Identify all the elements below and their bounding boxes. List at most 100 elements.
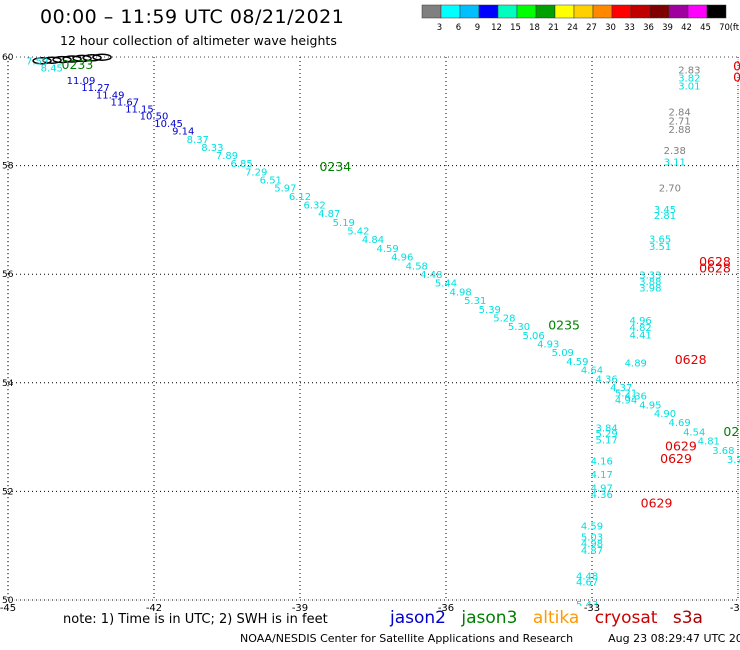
legend-swatch	[611, 4, 632, 19]
time-label: 0628	[675, 352, 707, 367]
y-tick-label: 56	[2, 270, 14, 280]
swh-value-label: 3.68	[712, 446, 734, 457]
plot-frame	[7, 56, 739, 601]
legend-swatch	[535, 4, 556, 19]
swh-value-label: 4.36	[625, 392, 647, 403]
legend-swatch	[478, 4, 499, 19]
swh-value-label: 6.12	[289, 192, 311, 203]
legend-label: 42	[681, 23, 692, 33]
swh-value-label: 4.17	[591, 470, 613, 481]
time-label: 0629	[660, 451, 692, 466]
swh-value-label: 2.81	[654, 211, 676, 222]
swh-value-label: 4.98	[449, 287, 471, 298]
swh-value-label: 7.89	[216, 151, 238, 162]
swh-value-label: 5.29	[595, 429, 617, 440]
swh-value-label: 3.33	[639, 271, 661, 282]
legend-label: 24	[567, 23, 578, 33]
sat-cryosat: cryosat	[594, 608, 658, 628]
time-label: 0628	[699, 261, 731, 276]
sat-jason3: jason3	[461, 608, 518, 628]
swh-value-label: 3.45	[654, 205, 676, 216]
legend-swatch	[573, 4, 594, 19]
legend-label: 27	[586, 23, 597, 33]
swh-value-label: 11.27	[81, 83, 110, 94]
swh-value-label: 5.43	[576, 600, 598, 611]
swh-value-label: 5.44	[435, 279, 457, 290]
swh-value-label: 4.96	[391, 253, 413, 264]
legend-swatch	[706, 4, 727, 19]
dense-cluster-mark	[32, 57, 52, 65]
swh-value-label: 5.39	[479, 305, 501, 316]
credit-line: NOAA/NESDIS Center for Satellite Applica…	[240, 632, 740, 645]
swh-value-label: 4.59	[376, 244, 398, 255]
legend-swatch	[630, 4, 651, 19]
swh-value-label: 4.98	[581, 539, 603, 550]
legend-label: 9	[475, 23, 480, 33]
swh-value-label: 4.48	[576, 571, 598, 582]
swh-value-label: 3.82	[678, 73, 700, 84]
swh-value-label: 6.85	[230, 159, 252, 170]
swh-value-label: 4.54	[683, 427, 705, 438]
y-tick-label: 50	[2, 596, 14, 606]
swh-value-label: 4.64	[581, 366, 603, 377]
swh-value-label: 5.09	[552, 348, 574, 359]
legend-label: 70	[719, 23, 730, 33]
x-tick-label: -45	[0, 603, 16, 614]
sat-s3a: s3a	[672, 608, 703, 628]
timestamp-text: Aug 23 08:29:47 UTC 2021	[608, 632, 740, 645]
x-tick-label: -39	[292, 603, 308, 614]
legend-label: 15	[510, 23, 521, 33]
legend-label: 33	[624, 23, 635, 33]
swh-value-label: 6.51	[260, 176, 282, 187]
swh-value-label: 4.94	[615, 395, 637, 406]
swh-value-label: 4.81	[698, 437, 720, 448]
swh-value-label: 4.87	[318, 209, 340, 220]
swh-value-label: 5.28	[493, 313, 515, 324]
swh-value-label: 3.11	[664, 158, 686, 169]
swh-value-label: 4.89	[625, 359, 647, 370]
swh-value-label: 4.84	[362, 235, 384, 246]
swh-value-label: 4.41	[630, 330, 652, 341]
legend-label: 45	[700, 23, 711, 33]
legend-swatch	[592, 4, 613, 19]
swh-value-label: 4.37	[610, 383, 632, 394]
swh-value-label: 4.87	[581, 546, 603, 557]
swh-value-label: 2.83	[678, 65, 700, 76]
swh-value-label: 5.06	[522, 331, 544, 342]
swh-value-label: 4.59	[581, 521, 603, 532]
swh-value-label: 4.67	[576, 577, 598, 588]
swh-value-label: 2.70	[659, 184, 681, 195]
time-label: 0234	[319, 159, 351, 174]
swh-value-label: 4.58	[406, 261, 428, 272]
swh-value-label: 2.88	[668, 125, 690, 136]
x-tick-label: -36	[438, 603, 454, 614]
swh-value-label: 4.82	[630, 323, 652, 334]
y-tick-label: 52	[2, 487, 13, 497]
legend-swatch	[459, 4, 480, 19]
swh-value-label: 4.59	[566, 357, 588, 368]
swh-value-label: 3.84	[595, 424, 617, 435]
swh-value-label: 11.49	[96, 90, 125, 101]
legend-swatch	[668, 4, 689, 19]
time-label: 0629	[665, 439, 697, 454]
legend-label: 39	[662, 23, 673, 33]
x-tick-label: -30	[730, 603, 740, 614]
dense-cluster-mark	[92, 53, 112, 61]
time-label: 0627	[733, 59, 740, 74]
satellite-legend: jason2 jason3 altika cryosat s3a	[390, 608, 713, 628]
swh-value-label: 4.96	[630, 316, 652, 327]
swh-value-label: 11.67	[110, 97, 139, 108]
swh-value-label: 5.19	[333, 218, 355, 229]
legend-label: 21	[548, 23, 559, 33]
swh-value-label: 3.88	[639, 277, 661, 288]
legend-swatch	[497, 4, 518, 19]
swh-value-label: 3.51	[649, 242, 671, 253]
swh-value-label: 5.03	[581, 532, 603, 543]
time-label: 0628	[699, 254, 731, 269]
sat-altika: altika	[532, 608, 580, 628]
legend-swatch	[687, 4, 708, 19]
swh-value-label: 11.15	[125, 104, 154, 115]
swh-value-label: 5.31	[464, 296, 486, 307]
swh-value-label: 5.42	[347, 227, 369, 238]
time-label: 0629	[641, 496, 673, 511]
